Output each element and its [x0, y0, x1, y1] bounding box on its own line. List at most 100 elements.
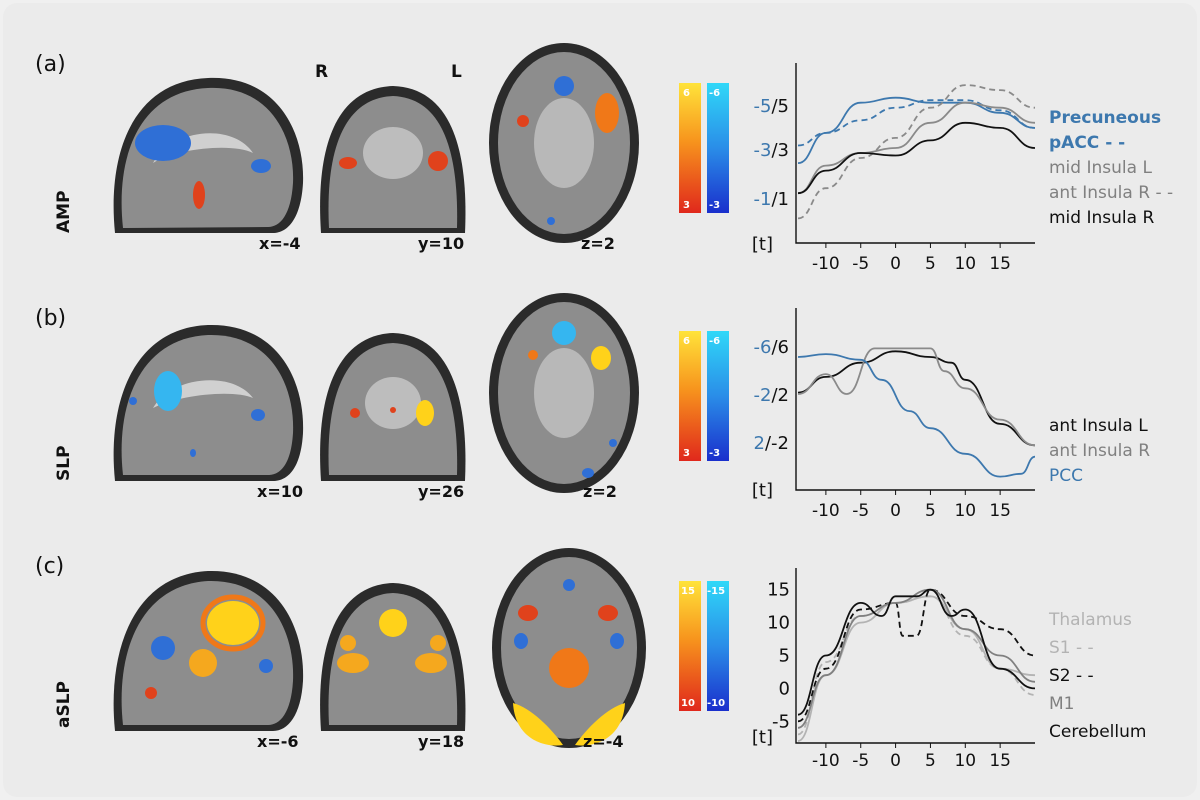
legend-entry: mid Insula L [1049, 158, 1152, 178]
series-line-cerebellum [798, 590, 1035, 715]
panel-c-chart: -10 -5 0 5 10 15 15 10 5 0 -5 [t] Thalamus S1 - - S… [752, 568, 1147, 771]
panel-a: (a) AMP x=-4 R L y=10 [35, 43, 1173, 274]
panel-a-colorbar-negative [707, 83, 729, 213]
panel-c-axial-slice [492, 548, 646, 748]
panel-b-colorbar: 6 3 -6 -3 [679, 331, 729, 461]
x-tick-label: -5 [852, 254, 869, 274]
x-tick-label: -10 [812, 751, 840, 771]
panel-a-cbar-neg-max: -6 [709, 88, 720, 99]
panel-c-cbar-neg-min: -10 [707, 698, 725, 709]
panel-c-slice-y-label: y=18 [418, 732, 464, 751]
panel-b-colorbar-negative [707, 331, 729, 461]
panel-a-colorbar-positive [679, 83, 701, 213]
panel-b-colorbar-positive [679, 331, 701, 461]
panel-a-y-unit: [t] [752, 234, 773, 255]
panel-a-axial-slice [489, 43, 639, 243]
series-line-ant-insula-r [798, 348, 1035, 445]
series-line-m1 [798, 590, 1035, 728]
legend-entry: M1 [1049, 694, 1074, 714]
orientation-left-label: L [451, 62, 462, 82]
panel-c-colorbar: 15 10 -15 -10 [679, 581, 729, 711]
panel-b-cbar-pos-max: 6 [683, 336, 690, 347]
panel-b: (b) SLP x=10 y=26 [35, 293, 1150, 521]
x-tick-label: 5 [925, 501, 936, 521]
panel-c-y-unit: [t] [752, 727, 773, 748]
panel-a-ytick-3: -1/1 [754, 189, 789, 210]
panel-c-label: (c) [35, 554, 64, 579]
legend-entry: mid Insula R [1049, 208, 1154, 228]
panel-a-sagittal-slice [114, 78, 303, 233]
panel-b-row-label: SLP [54, 445, 74, 481]
panel-b-ytick-3: 2/-2 [754, 433, 789, 454]
x-tick-label: 10 [954, 254, 976, 274]
panel-c-cbar-pos-max: 15 [681, 586, 695, 597]
panel-a-cbar-neg-min: -3 [709, 200, 720, 211]
panel-a-chart: -10 -5 0 5 10 15 [t] -5/5 -3/3 -1/1 Precuneou… [752, 63, 1173, 274]
panel-c-slice-z-label: z=-4 [583, 732, 624, 751]
series-line-pcc [798, 354, 1035, 477]
panel-a-cbar-pos-max: 6 [683, 88, 690, 99]
x-tick-label: 10 [954, 751, 976, 771]
x-tick-label: -5 [852, 501, 869, 521]
panel-b-y-unit: [t] [752, 480, 773, 501]
panel-b-coronal-slice [320, 333, 465, 481]
panel-a-label: (a) [35, 52, 66, 77]
panel-c-row-label: aSLP [54, 681, 74, 728]
x-tick-label: -10 [812, 501, 840, 521]
panel-b-chart: -10 -5 0 5 10 15 [t] -6/6 -2/2 2/-2 ant Insul… [752, 308, 1150, 521]
panel-a-coronal-slice [320, 86, 465, 233]
panel-b-slice-y-label: y=26 [418, 482, 464, 501]
x-tick-label: 5 [925, 254, 936, 274]
x-tick-label: 10 [954, 501, 976, 521]
panel-c-colorbar-negative [707, 581, 729, 711]
panel-c-cbar-pos-min: 10 [681, 698, 695, 709]
panel-a-colorbar: 6 3 -6 -3 [679, 83, 729, 213]
legend-entry: ant Insula R [1049, 441, 1150, 461]
x-tick-label: 15 [989, 501, 1011, 521]
legend-entry: ant Insula R - - [1049, 183, 1173, 203]
orientation-right-label: R [315, 62, 328, 82]
panel-a-legend: PrecuneouspACC - -mid Insula Lant Insula… [1049, 108, 1173, 228]
panel-b-cbar-neg-min: -3 [709, 448, 720, 459]
panel-b-cbar-pos-min: 3 [683, 448, 690, 459]
x-tick-label: -5 [852, 751, 869, 771]
panel-b-sagittal-slice [114, 325, 303, 481]
panel-a-slice-z-label: z=2 [581, 234, 615, 253]
panel-b-cbar-neg-max: -6 [709, 336, 720, 347]
panel-c-legend: Thalamus S1 - - S2 - - M1 Cerebellum [1048, 610, 1146, 742]
legend-entry: Thalamus [1048, 610, 1132, 630]
x-tick-label: 0 [890, 254, 901, 274]
panel-a-axes [796, 63, 1035, 243]
series-line-ant-insula-l [798, 351, 1035, 445]
legend-entry: S1 - - [1049, 638, 1094, 658]
panel-b-ytick-1: -6/6 [754, 337, 789, 358]
figure-container: (a) AMP x=-4 R L y=10 [3, 3, 1197, 797]
x-tick-label: 0 [890, 501, 901, 521]
y-tick-label: 0 [779, 678, 790, 699]
y-tick-label: 15 [767, 580, 790, 601]
panel-a-slice-x-label: x=-4 [259, 234, 301, 253]
x-tick-label: 0 [890, 751, 901, 771]
panel-c-slice-x-label: x=-6 [257, 732, 299, 751]
panel-b-legend: ant Insula L ant Insula R PCC [1049, 416, 1150, 486]
figure-canvas: (a) AMP x=-4 R L y=10 [3, 3, 1197, 797]
panel-c-colorbar-positive [679, 581, 701, 711]
panel-a-row-label: AMP [54, 190, 74, 233]
y-tick-label: -5 [772, 711, 790, 732]
panel-b-label: (b) [35, 306, 66, 331]
panel-a-cbar-pos-min: 3 [683, 200, 690, 211]
series-line-ant-insula-r [798, 85, 1035, 218]
panel-c-sagittal-slice [114, 571, 303, 731]
x-tick-label: 5 [925, 751, 936, 771]
panel-a-ytick-1: -5/5 [754, 96, 789, 117]
x-tick-label: 15 [989, 254, 1011, 274]
panel-c-coronal-slice [320, 583, 465, 731]
panel-b-slice-x-label: x=10 [257, 482, 303, 501]
panel-c-cbar-neg-max: -15 [707, 586, 725, 597]
panel-c: (c) aSLP x=-6 y=18 [35, 548, 1146, 771]
legend-entry: Cerebellum [1049, 722, 1146, 742]
panel-b-axial-slice [489, 293, 639, 493]
x-tick-label: -10 [812, 254, 840, 274]
panel-b-ytick-2: -2/2 [754, 385, 789, 406]
x-tick-label: 15 [989, 751, 1011, 771]
